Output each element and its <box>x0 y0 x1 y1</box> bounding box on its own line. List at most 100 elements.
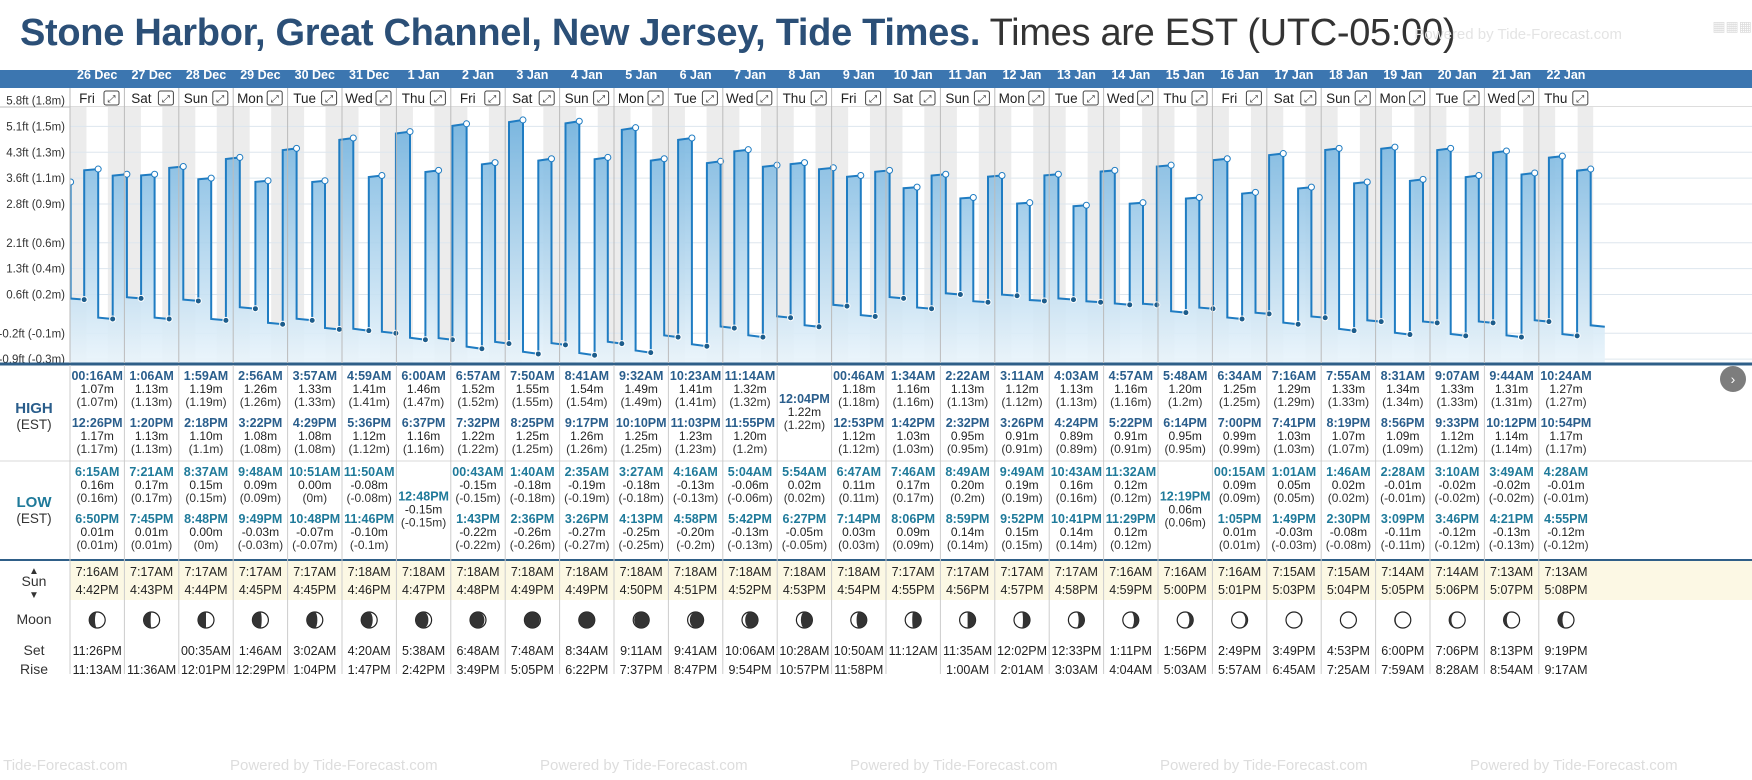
expand-day-button[interactable]: ⤢ <box>1137 90 1154 106</box>
low-tide-height-metric: (0.09m) <box>240 491 281 505</box>
high-tide-time: 8:31AM <box>1381 369 1425 383</box>
moon-shadow <box>1503 612 1512 628</box>
date-label: 29 Dec <box>240 70 280 82</box>
moonset-time: 1:56PM <box>1164 644 1207 658</box>
sunrise-time: 7:18AM <box>783 565 826 579</box>
high-tide-height: 1.26m <box>570 429 603 443</box>
high-tide-height: 0.95m <box>951 429 984 443</box>
expand-day-button[interactable]: ⤢ <box>1028 90 1045 106</box>
expand-day-button[interactable]: ⤢ <box>701 90 718 106</box>
expand-box <box>157 90 174 106</box>
expand-icon: ⤢ <box>1141 94 1149 105</box>
sunrise-time: 7:18AM <box>674 565 717 579</box>
expand-icon: ⤢ <box>1359 94 1367 105</box>
low-tide-height: 0.14m <box>1060 525 1093 539</box>
low-tide-point <box>871 312 879 320</box>
low-tide-height-metric: (-0.08m) <box>1326 538 1371 552</box>
expand-day-button[interactable]: ⤢ <box>756 90 773 106</box>
high-tide-time: 5:36PM <box>347 416 391 430</box>
high-tide-height-metric: (1.22m) <box>457 442 498 456</box>
low-tide-time: 3:46PM <box>1435 512 1479 526</box>
expand-day-button[interactable]: ⤢ <box>1354 90 1371 106</box>
expand-day-button[interactable]: ⤢ <box>1082 90 1099 106</box>
expand-day-button[interactable]: ⤢ <box>1463 90 1480 106</box>
low-tide-point <box>165 315 173 323</box>
expand-day-button[interactable]: ⤢ <box>647 90 664 106</box>
high-tide-point <box>969 194 977 202</box>
high-tide-height: 1.33m <box>1332 382 1365 396</box>
expand-box <box>647 90 664 106</box>
high-tide-height: 1.16m <box>897 382 930 396</box>
low-tide-height: 0.02m <box>1332 478 1365 492</box>
sunset-time: 4:44PM <box>184 583 227 597</box>
high-tide-height-metric: (1.12m) <box>1001 395 1042 409</box>
weekday-label: Thu <box>1163 91 1186 106</box>
high-tide-height-metric: (1.25m) <box>621 442 662 456</box>
share-icons[interactable]: ▦▦▦ <box>1712 18 1752 34</box>
expand-day-button[interactable]: ⤢ <box>1245 90 1262 106</box>
expand-day-button[interactable]: ⤢ <box>484 90 501 106</box>
expand-day-button[interactable]: ⤢ <box>1572 90 1589 106</box>
high-tide-point <box>207 174 215 182</box>
expand-day-button[interactable]: ⤢ <box>1191 90 1208 106</box>
y-tick-label: 5.8ft (1.8m) <box>6 96 65 108</box>
footer-watermark: Powered by Tide-Forecast.com Powered by T… <box>0 752 1752 780</box>
low-tide-time: 9:52PM <box>1000 512 1044 526</box>
low-tide-height-metric: (0.01m) <box>77 538 118 552</box>
expand-day-button[interactable]: ⤢ <box>919 90 936 106</box>
high-tide-time: 6:00AM <box>401 369 445 383</box>
sunrise-time: 7:18AM <box>728 565 771 579</box>
expand-day-button[interactable]: ⤢ <box>1300 90 1317 106</box>
expand-day-button[interactable]: ⤢ <box>538 90 555 106</box>
low-row-tz: (EST) <box>16 511 51 526</box>
high-tide-point <box>857 172 865 180</box>
high-tide-point <box>94 165 102 173</box>
moonset-time: 3:49PM <box>1272 644 1315 658</box>
high-tide-point <box>1251 188 1259 196</box>
expand-day-button[interactable]: ⤢ <box>103 90 120 106</box>
expand-day-button[interactable]: ⤢ <box>810 90 827 106</box>
high-tide-height: 1.27m <box>1549 382 1582 396</box>
low-tide-time: 12:19PM <box>1160 490 1211 504</box>
high-tide-height: 1.31m <box>1495 382 1528 396</box>
high-tide-height-metric: (0.91m) <box>1001 442 1042 456</box>
high-tide-height: 1.29m <box>1277 382 1310 396</box>
date-label: 18 Jan <box>1329 70 1368 82</box>
high-tide-time: 10:23AM <box>670 369 721 383</box>
expand-box <box>538 90 555 106</box>
expand-day-button[interactable]: ⤢ <box>212 90 229 106</box>
high-tide-time: 12:04PM <box>779 392 830 406</box>
moonrise-time: 5:57AM <box>1218 663 1261 677</box>
low-tide-height: 0.16m <box>1060 478 1093 492</box>
scroll-right-button[interactable]: › <box>1720 366 1746 392</box>
high-tide-height-metric: (1.03m) <box>1273 442 1314 456</box>
low-tide-time: 4:16AM <box>673 465 717 479</box>
high-tide-height-metric: (1.13m) <box>1056 395 1097 409</box>
expand-day-button[interactable]: ⤢ <box>973 90 990 106</box>
expand-day-button[interactable]: ⤢ <box>1517 90 1534 106</box>
sunset-time: 4:48PM <box>456 583 499 597</box>
expand-day-button[interactable]: ⤢ <box>321 90 338 106</box>
low-tide-time: 4:28AM <box>1544 465 1588 479</box>
y-tick-label: 4.3ft (1.3m) <box>6 147 65 159</box>
expand-box <box>973 90 990 106</box>
low-tide-point <box>1013 292 1021 300</box>
high-tide-point <box>1167 161 1175 169</box>
expand-day-button[interactable]: ⤢ <box>375 90 392 106</box>
sunrise-time: 7:17AM <box>1000 565 1043 579</box>
expand-box <box>321 90 338 106</box>
expand-day-button[interactable]: ⤢ <box>157 90 174 106</box>
y-tick-label: 3.6ft (1.1m) <box>6 173 65 185</box>
expand-day-button[interactable]: ⤢ <box>1409 90 1426 106</box>
expand-day-button[interactable]: ⤢ <box>865 90 882 106</box>
high-tide-height-metric: (1.22m) <box>784 418 825 432</box>
expand-day-button[interactable]: ⤢ <box>429 90 446 106</box>
expand-day-button[interactable]: ⤢ <box>593 90 610 106</box>
moonrise-time: 1:00AM <box>946 663 989 677</box>
low-tide-point <box>984 298 992 306</box>
expand-day-button[interactable]: ⤢ <box>266 90 283 106</box>
low-tide-time: 3:27AM <box>619 465 663 479</box>
